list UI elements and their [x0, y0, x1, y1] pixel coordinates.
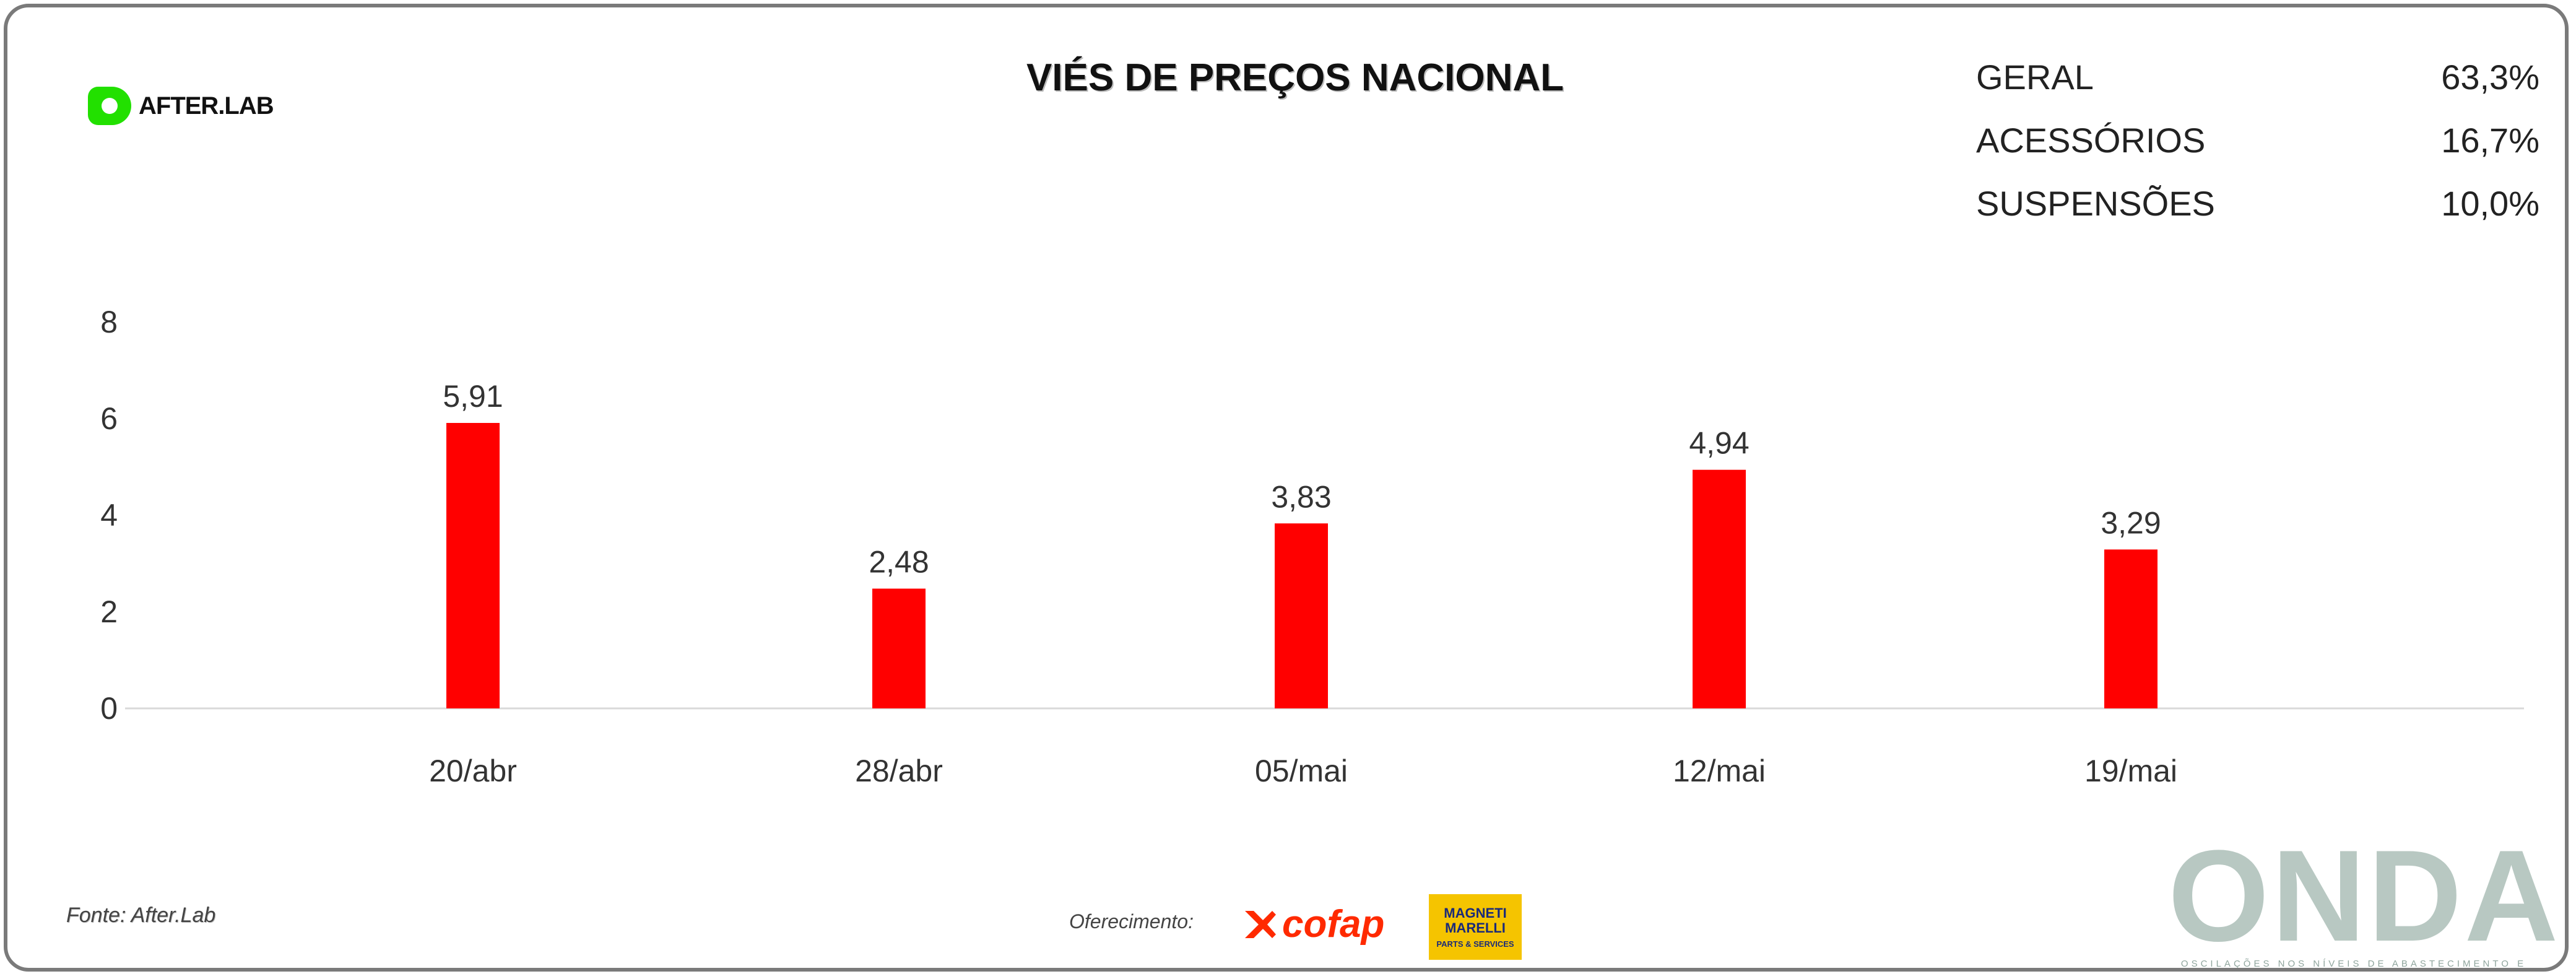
summary-row-suspensoes: SUSPENSÕES 10,0%: [1976, 172, 2539, 235]
cofap-logo: cofap: [1242, 902, 1384, 946]
x-tick-label: 12/mai: [1673, 754, 1766, 788]
bar-chart: 0 2 4 6 8 5,91 20/abr 2,48 28/abr 3,83 05/mai 4,94 1…: [100, 305, 2524, 788]
summary-label: SUSPENSÕES: [1976, 184, 2215, 223]
bar: [872, 588, 926, 708]
x-tick-label: 19/mai: [2084, 754, 2177, 788]
data-label: 4,94: [1689, 426, 1749, 461]
onda-tagline: OSCILAÇÕES NOS NÍVEIS DE ABASTECIMENTO E…: [2180, 959, 2527, 969]
onda-logo: ONDA OSCILAÇÕES NOS NÍVEIS DE ABASTECIME…: [2168, 823, 2561, 969]
cofap-logo-text: cofap: [1282, 903, 1385, 946]
summary-table: GERAL 63,3% ACESSÓRIOS 16,7% SUSPENSÕES …: [1976, 46, 2539, 235]
data-label: 2,48: [869, 545, 929, 580]
summary-label: ACESSÓRIOS: [1976, 121, 2206, 160]
y-tick-label: 4: [100, 498, 118, 533]
onda-logo-text: ONDA: [2168, 823, 2561, 968]
bar: [1693, 469, 1746, 708]
bar: [2104, 549, 2158, 708]
y-tick-label: 0: [100, 691, 118, 726]
y-tick-label: 6: [100, 401, 118, 436]
summary-value: 10,0%: [2441, 184, 2539, 223]
y-tick-label: 2: [100, 594, 118, 629]
summary-value: 16,7%: [2441, 121, 2539, 160]
summary-row-acessorios: ACESSÓRIOS 16,7%: [1976, 109, 2539, 172]
bar: [1275, 523, 1328, 708]
source-note: Fonte: After.Lab: [66, 903, 216, 927]
x-tick-label: 28/abr: [855, 754, 943, 788]
summary-row-geral: GERAL 63,3%: [1976, 46, 2539, 109]
x-tick-label: 20/abr: [429, 754, 517, 788]
data-label: 3,83: [1271, 479, 1331, 514]
summary-label: GERAL: [1976, 58, 2094, 97]
magneti-marelli-logo: MAGNETI MARELLI PARTS & SERVICES: [1429, 894, 1522, 960]
sponsor-label: Oferecimento:: [1069, 910, 1194, 933]
afterlab-logo: AFTER.LAB: [88, 87, 274, 125]
summary-value: 63,3%: [2441, 58, 2539, 97]
afterlab-logo-icon: [88, 87, 131, 125]
data-label: 3,29: [2101, 505, 2161, 540]
y-tick-label: 8: [100, 305, 118, 339]
x-tick-label: 05/mai: [1255, 754, 1348, 788]
data-label: 5,91: [443, 379, 503, 414]
report-card: AFTER.LAB VIÉS DE PREÇOS NACIONAL GERAL …: [4, 4, 2569, 972]
magneti-marelli-name: MAGNETI MARELLI: [1444, 905, 1507, 936]
afterlab-logo-text: AFTER.LAB: [139, 92, 274, 120]
magneti-marelli-sub: PARTS & SERVICES: [1436, 939, 1514, 949]
cofap-logo-icon: [1245, 910, 1276, 938]
bar: [446, 423, 500, 708]
chart-title: VIÉS DE PREÇOS NACIONAL: [1026, 56, 1564, 99]
